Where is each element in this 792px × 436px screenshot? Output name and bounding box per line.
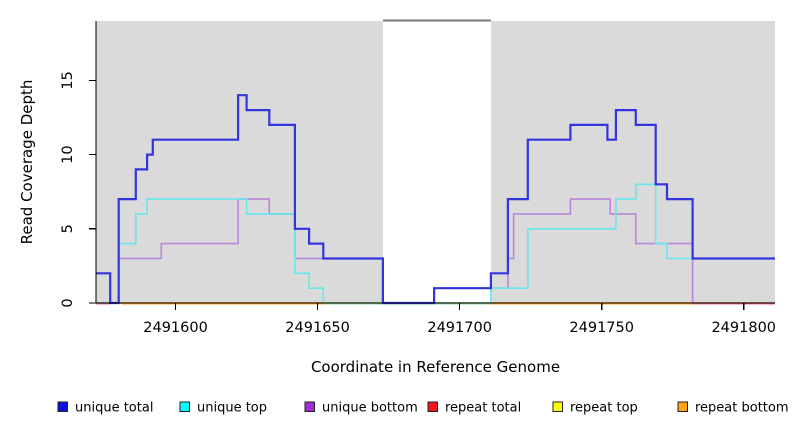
series-unique-total-line: [96, 94, 775, 305]
x-tick-label: 2491600: [143, 320, 208, 336]
legend-swatch-repeat-top: [552, 401, 563, 412]
legend-label-unique-top: unique top: [197, 401, 267, 416]
y-tick-label: 10: [60, 145, 76, 163]
legend-swatch-unique-top: [179, 401, 190, 412]
x-tick-label: 2491700: [427, 320, 492, 336]
masked-region: [382, 21, 491, 303]
legend-label-unique-bottom: unique bottom: [322, 401, 418, 416]
y-tick-label: 0: [60, 298, 76, 307]
x-axis-title: Coordinate in Reference Genome: [311, 358, 560, 376]
legend-label-repeat-top: repeat top: [570, 401, 638, 416]
legend-swatch-repeat-total: [427, 401, 438, 412]
legend-label-repeat-bottom: repeat bottom: [695, 401, 789, 416]
y-tick-label: 5: [60, 224, 76, 233]
y-axis-title: Read Coverage Depth: [18, 80, 36, 245]
series-unique-top-line: [96, 183, 775, 304]
legend-swatch-repeat-bottom: [677, 401, 688, 412]
legend-label-repeat-total: repeat total: [445, 401, 521, 416]
legend-swatch-unique-total: [57, 401, 68, 412]
x-tick-label: 2491750: [569, 320, 634, 336]
y-tick-label: 15: [60, 71, 76, 89]
legend-swatch-unique-bottom: [304, 401, 315, 412]
legend-label-unique-total: unique total: [75, 401, 153, 416]
x-tick-label: 2491650: [285, 320, 350, 336]
x-tick-label: 2491800: [711, 320, 776, 336]
